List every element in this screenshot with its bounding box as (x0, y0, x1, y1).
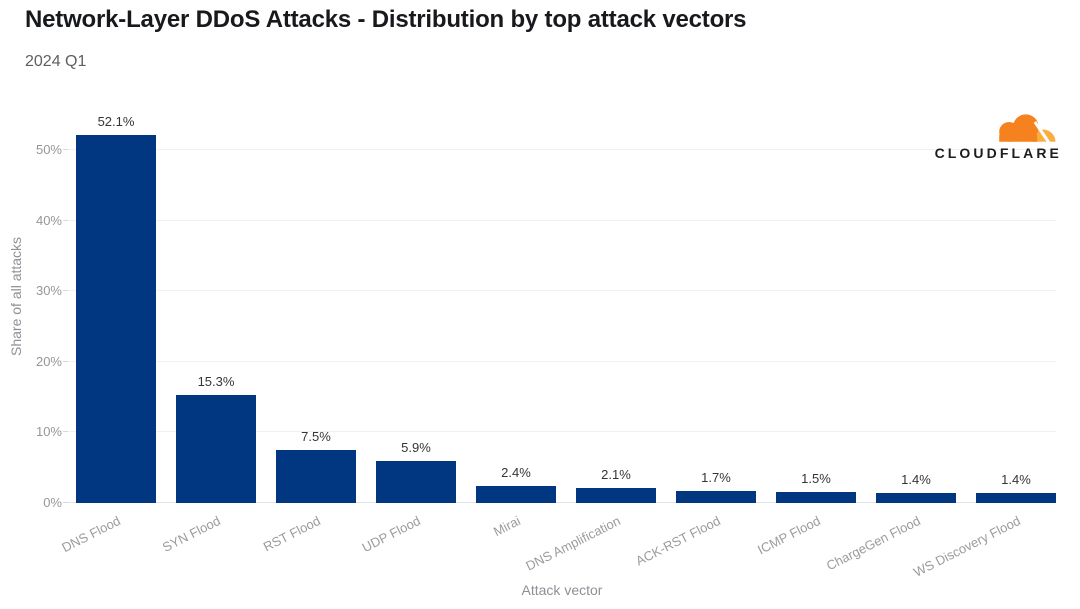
bar (476, 486, 556, 503)
y-tick-mark (63, 502, 68, 503)
x-axis-title: Attack vector (521, 582, 603, 598)
chart-subtitle: 2024 Q1 (25, 53, 87, 70)
y-tick-label: 10% (35, 424, 62, 440)
bar (176, 395, 256, 503)
bar-value-label: 7.5% (301, 429, 331, 444)
bar (276, 450, 356, 503)
chart-title: Network-Layer DDoS Attacks - Distributio… (25, 6, 747, 33)
bar-value-label: 1.5% (801, 471, 831, 486)
bar-value-label: 2.4% (501, 465, 531, 480)
gridline (68, 290, 1056, 292)
gridline (68, 360, 1056, 362)
y-tick-label: 50% (35, 142, 62, 158)
gridline (68, 502, 1056, 503)
gridline (68, 149, 1056, 151)
bar (876, 493, 956, 503)
bar-value-label: 52.1% (97, 114, 135, 129)
y-tick-mark (63, 149, 68, 151)
y-tick-mark (63, 219, 68, 221)
y-tick-mark (63, 431, 68, 433)
bar (576, 488, 656, 503)
bar (76, 135, 156, 503)
cloudflare-cloud-icon (999, 114, 1056, 145)
y-tick-label: 20% (35, 353, 62, 369)
cloudflare-logo: CLOUDFLARE (916, 108, 1062, 161)
y-tick-label: 40% (35, 212, 62, 228)
gridline (68, 431, 1056, 433)
y-tick-mark (63, 290, 68, 292)
bar (976, 493, 1056, 503)
bar-value-label: 1.4% (901, 472, 931, 487)
bar-value-label: 1.4% (1001, 472, 1031, 487)
cloud-divider (1033, 121, 1051, 145)
y-tick-mark (63, 360, 68, 362)
bar (776, 492, 856, 503)
bar-value-label: 1.7% (701, 470, 731, 485)
bar (676, 491, 756, 503)
y-tick-label: 0% (43, 495, 62, 510)
bar-value-label: 2.1% (601, 467, 631, 482)
y-tick-label: 30% (35, 283, 62, 299)
cloud-primary-shape (999, 114, 1039, 142)
bar-value-label: 15.3% (197, 374, 235, 389)
gridline (68, 219, 1056, 221)
plot-area: 52.1% 15.3% 7.5% 5.9% 2.4% 2.1% 1.7% 1.5% 1.4% 1.… (68, 114, 1056, 503)
cloudflare-wordmark: CLOUDFLARE (934, 145, 1062, 161)
bar (376, 461, 456, 503)
bar-value-label: 5.9% (401, 440, 431, 455)
